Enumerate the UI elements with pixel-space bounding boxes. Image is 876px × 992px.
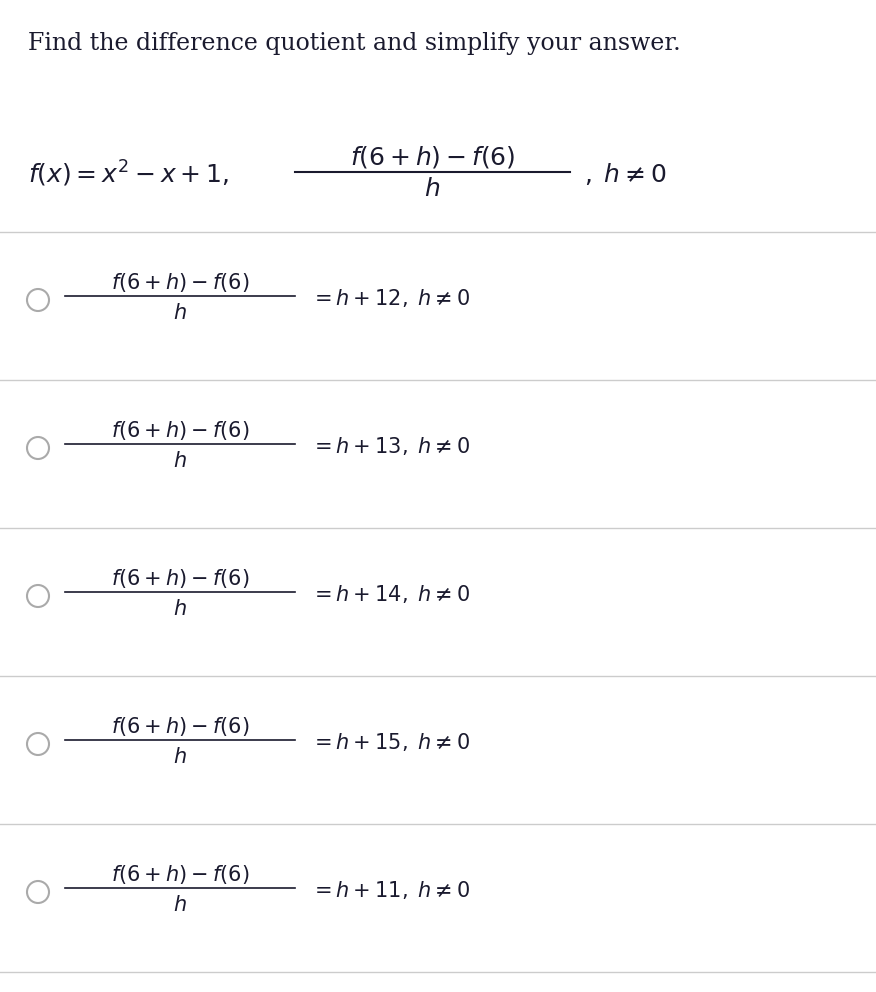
Text: $= h + 11, \; h \neq 0$: $= h + 11, \; h \neq 0$ — [310, 879, 470, 901]
Text: $f(6 + h) - f(6)$: $f(6 + h) - f(6)$ — [110, 419, 250, 442]
Text: $h$: $h$ — [173, 303, 187, 323]
Text: $= h + 12, \; h \neq 0$: $= h + 12, \; h \neq 0$ — [310, 287, 470, 309]
Text: $f(6 + h) - f(6)$: $f(6 + h) - f(6)$ — [110, 271, 250, 294]
Text: $f(6 + h) - f(6)$: $f(6 + h) - f(6)$ — [110, 715, 250, 738]
Text: $h$: $h$ — [173, 451, 187, 471]
Text: $= h + 13, \; h \neq 0$: $= h + 13, \; h \neq 0$ — [310, 435, 470, 457]
Text: $h$: $h$ — [173, 747, 187, 767]
Text: $f(6 + h) - f(6)$: $f(6 + h) - f(6)$ — [110, 567, 250, 590]
Text: $= h + 15, \; h \neq 0$: $= h + 15, \; h \neq 0$ — [310, 731, 470, 753]
Text: $h$: $h$ — [173, 599, 187, 619]
Text: Find the difference quotient and simplify your answer.: Find the difference quotient and simplif… — [28, 32, 681, 55]
Text: $, \; h \neq 0$: $, \; h \neq 0$ — [584, 161, 667, 187]
Text: $h$: $h$ — [173, 895, 187, 915]
Text: $f(6 + h) - f(6)$: $f(6 + h) - f(6)$ — [350, 144, 515, 170]
Text: $\mathit{f}(x) = x^2 - x + 1,$: $\mathit{f}(x) = x^2 - x + 1,$ — [28, 159, 230, 189]
Text: $= h + 14, \; h \neq 0$: $= h + 14, \; h \neq 0$ — [310, 583, 470, 605]
Text: $f(6 + h) - f(6)$: $f(6 + h) - f(6)$ — [110, 863, 250, 886]
Text: $h$: $h$ — [424, 178, 441, 201]
